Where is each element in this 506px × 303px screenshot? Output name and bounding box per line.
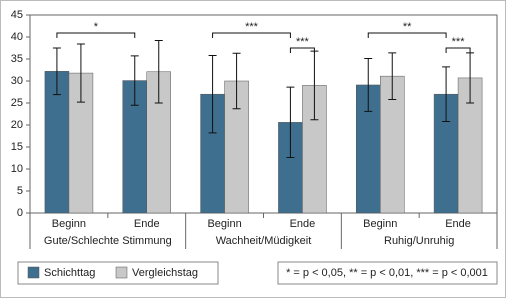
y-tick-label: 35 [11, 53, 23, 65]
legend-swatch [27, 266, 40, 279]
y-tick-label: 40 [11, 31, 23, 43]
significance-bracket [289, 47, 315, 53]
x-tick-label: Beginn [363, 218, 397, 230]
significance-label: ** [403, 21, 412, 33]
x-tick-label: Ende [134, 218, 160, 230]
x-tick-label: Ende [445, 218, 471, 230]
legend-swatch [115, 266, 128, 279]
error-bar [52, 47, 61, 96]
x-tick-label: Ende [290, 218, 316, 230]
error-bar [76, 43, 85, 103]
significance-label: *** [245, 21, 259, 33]
error-bar [154, 40, 163, 104]
significance-bracket [367, 32, 447, 38]
significance-label: * [94, 21, 99, 33]
error-bar [388, 52, 397, 100]
group-label: Wachheit/Müdigkeit [216, 235, 312, 247]
y-tick-label: 45 [11, 9, 23, 21]
significance-label: *** [296, 36, 310, 48]
y-tick-label: 0 [17, 207, 23, 219]
group-label: Gute/Schlechte Stimmung [44, 235, 172, 247]
significance-bracket [56, 32, 136, 38]
legend-label: Vergleichstag [132, 267, 198, 279]
x-tick-label: Beginn [207, 218, 241, 230]
y-tick-label: 10 [11, 163, 23, 175]
significance-label: *** [452, 36, 466, 48]
y-tick-label: 25 [11, 97, 23, 109]
error-bar [286, 86, 295, 159]
significance-bracket [445, 47, 471, 53]
error-bar [130, 55, 139, 106]
error-bar [232, 52, 241, 110]
y-tick-label: 20 [11, 119, 23, 131]
y-tick-label: 30 [11, 75, 23, 87]
error-bar [208, 54, 217, 134]
error-bar [364, 58, 373, 112]
group-label: Ruhig/Unruhig [384, 235, 454, 247]
legend-label: Schichttag [44, 267, 95, 279]
x-tick-label: Beginn [52, 218, 86, 230]
significance-bracket [212, 32, 291, 38]
y-tick-label: 5 [17, 185, 23, 197]
footnote-box [277, 261, 498, 285]
footnote: * = p < 0,05, ** = p < 0,01, *** = p < 0… [286, 267, 488, 279]
error-bar [442, 66, 451, 122]
y-tick-label: 15 [11, 141, 23, 153]
